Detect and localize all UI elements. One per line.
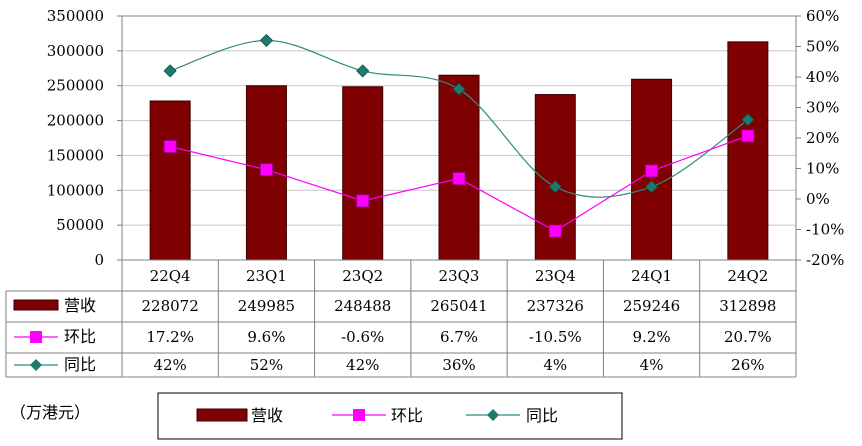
y2-tick-label: -20% <box>806 251 844 269</box>
table-cell: 4% <box>640 356 664 374</box>
category-label: 23Q1 <box>246 267 287 285</box>
table-cell: 17.2% <box>146 328 194 346</box>
point-tongbi <box>548 180 562 194</box>
bar <box>149 100 191 261</box>
point-tongbi <box>741 113 755 127</box>
y2-axis: -20% -10% 0% 10% 20% 30% 40% 50% 60% <box>796 7 844 269</box>
point-huanbi <box>645 164 658 178</box>
table-cell: 36% <box>442 356 475 374</box>
legend-key-bar <box>196 408 248 422</box>
point-huanbi <box>260 163 273 177</box>
y-tick-label: 300000 <box>47 42 104 60</box>
category-label: 24Q1 <box>631 267 672 285</box>
point-tongbi <box>452 82 466 96</box>
category-label: 22Q4 <box>150 267 191 285</box>
table-cell: 265041 <box>430 297 487 315</box>
row-key-bar <box>13 299 59 311</box>
y-tick-label: 200000 <box>47 112 104 130</box>
data-table: 22Q4 23Q1 23Q2 23Q3 23Q4 24Q1 24Q2 营收 228072 2499… <box>5 259 797 378</box>
row-header: 同比 <box>64 355 96 374</box>
point-huanbi <box>548 224 562 238</box>
category-label: 23Q4 <box>535 267 576 285</box>
y-tick-label: 100000 <box>47 181 104 199</box>
table-cell: 228072 <box>142 297 199 315</box>
table-cell: -10.5% <box>529 328 582 346</box>
y2-tick-label: 10% <box>806 160 839 178</box>
legend-label: 营收 <box>251 406 283 425</box>
y2-tick-label: 40% <box>806 68 839 86</box>
table-cell: 312898 <box>719 297 776 315</box>
table-cell: -0.6% <box>341 328 384 346</box>
point-tongbi <box>645 180 659 194</box>
point-huanbi <box>163 140 177 153</box>
legend: 营收 环比 同比 <box>157 392 623 440</box>
legend-key-marker <box>353 409 365 421</box>
bar <box>438 74 480 261</box>
y2-tick-label: -10% <box>806 221 844 239</box>
table-cell: 249985 <box>238 297 295 315</box>
y-tick-label: 150000 <box>47 146 104 164</box>
table-cell: 248488 <box>334 297 391 315</box>
row-key-marker <box>30 331 42 343</box>
row-header: 环比 <box>64 327 96 346</box>
y-axis: 0 50000 100000 150000 200000 250000 300000 3500… <box>47 7 122 269</box>
point-huanbi <box>452 172 466 185</box>
table-cell: 52% <box>250 356 283 374</box>
point-tongbi <box>163 64 177 78</box>
table-cell: 20.7% <box>724 328 772 346</box>
table-cell: 4% <box>543 356 567 374</box>
category-label: 23Q3 <box>439 267 480 285</box>
table-cell: 259246 <box>623 297 680 315</box>
table-cell: 9.6% <box>247 328 285 346</box>
row-key-marker <box>30 359 42 371</box>
y-tick-label: 250000 <box>47 77 104 95</box>
y2-tick-label: 0% <box>806 190 830 208</box>
y-tick-label: 350000 <box>47 7 104 25</box>
legend-label: 环比 <box>391 406 423 425</box>
category-label: 23Q2 <box>342 267 383 285</box>
legend-label: 同比 <box>526 406 558 425</box>
y2-tick-label: 30% <box>806 99 839 117</box>
row-header: 营收 <box>64 296 96 315</box>
y-tick-label: 0 <box>94 251 104 269</box>
table-cell: 42% <box>153 356 186 374</box>
y-tick-label: 50000 <box>56 216 104 234</box>
table-cell: 42% <box>346 356 379 374</box>
legend-key-marker <box>487 409 499 421</box>
y2-tick-label: 50% <box>806 38 839 56</box>
bars <box>149 41 769 261</box>
bar <box>727 41 769 261</box>
y2-tick-label: 60% <box>806 7 839 25</box>
point-tongbi <box>259 33 273 47</box>
table-cell: 9.2% <box>633 328 671 346</box>
unit-note: （万港元） <box>10 403 90 422</box>
point-huanbi <box>356 194 370 208</box>
table-cell: 237326 <box>527 297 584 315</box>
lines <box>163 33 755 238</box>
y2-tick-label: 20% <box>806 129 839 147</box>
point-huanbi <box>741 129 755 143</box>
point-tongbi <box>356 64 370 78</box>
bar <box>342 86 384 261</box>
category-label: 24Q2 <box>727 267 768 285</box>
table-cell: 6.7% <box>440 328 478 346</box>
table-cell: 26% <box>731 356 764 374</box>
